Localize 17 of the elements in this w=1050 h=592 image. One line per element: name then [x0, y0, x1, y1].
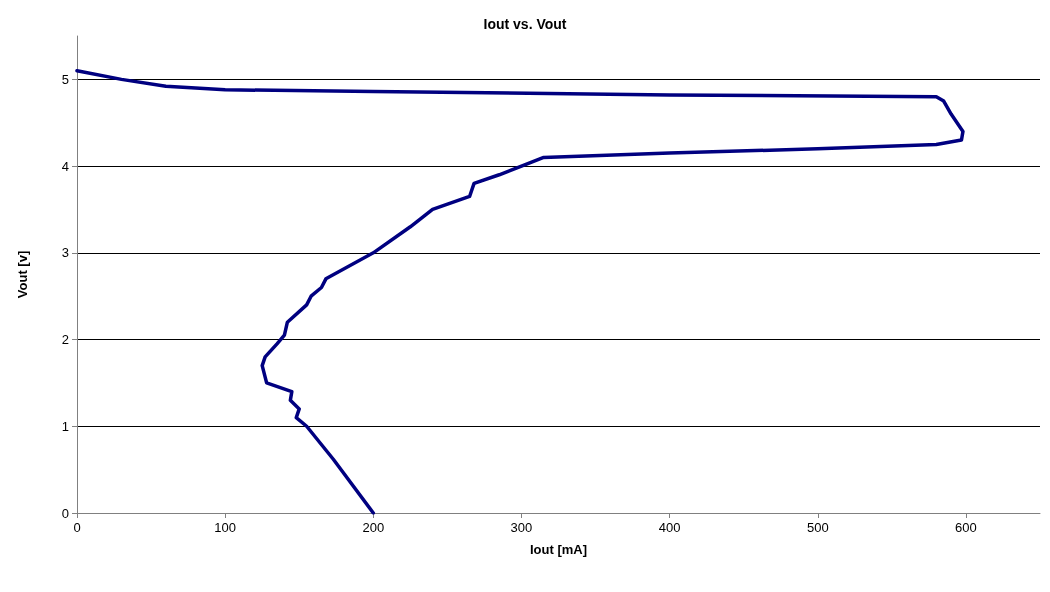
- x-tick-label: 100: [214, 520, 237, 535]
- y-tick-label: 3: [61, 245, 69, 261]
- line-series: [75, 68, 965, 515]
- x-tick-label: 500: [806, 520, 829, 535]
- x-tick-label: 300: [510, 520, 533, 535]
- x-tick-label: 600: [955, 520, 977, 535]
- y-tick-label: 5: [61, 71, 69, 87]
- y-axis-title: Vout [v]: [15, 250, 30, 299]
- x-tick-label: 200: [362, 520, 385, 535]
- x-tick-label: 0: [73, 520, 81, 535]
- y-tick-label: 0: [61, 505, 69, 521]
- x-axis-title: Iout [mA]: [529, 542, 588, 557]
- y-tick-label: 4: [61, 158, 69, 174]
- chart-title: Iout vs. Vout: [483, 16, 567, 32]
- x-tick-label: 400: [658, 520, 681, 535]
- y-tick-label: 2: [61, 332, 69, 348]
- y-tick-label: 1: [61, 418, 69, 434]
